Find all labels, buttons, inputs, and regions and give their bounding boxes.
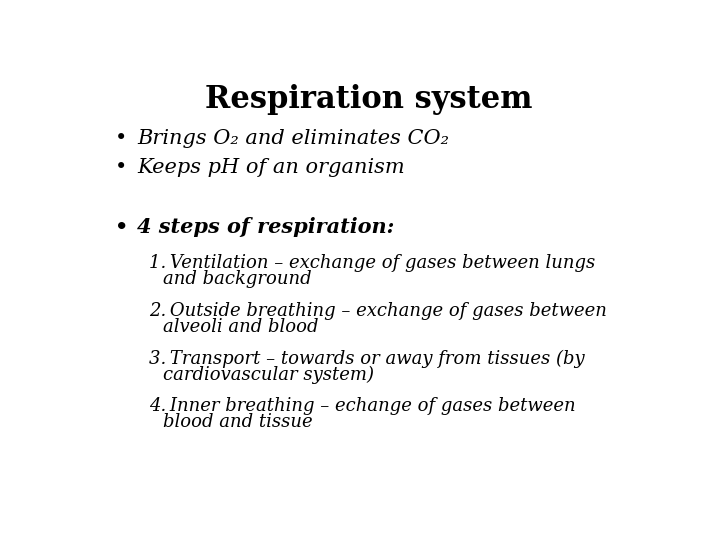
Text: cardiovascular system): cardiovascular system) [163, 366, 374, 384]
Text: alveoli and blood: alveoli and blood [163, 318, 318, 335]
Text: blood and tissue: blood and tissue [163, 413, 312, 431]
Text: 2. Outside breathing – exchange of gases between: 2. Outside breathing – exchange of gases… [148, 302, 606, 320]
Text: •: • [115, 217, 128, 237]
Text: 4 steps of respiration:: 4 steps of respiration: [138, 217, 395, 237]
Text: Respiration system: Respiration system [205, 84, 533, 114]
Text: and background: and background [163, 270, 311, 288]
Text: 1. Ventilation – exchange of gases between lungs: 1. Ventilation – exchange of gases betwe… [148, 254, 595, 272]
Text: Brings O₂ and eliminates CO₂: Brings O₂ and eliminates CO₂ [138, 129, 449, 149]
Text: Keeps pH of an organism: Keeps pH of an organism [138, 158, 405, 177]
Text: 4. Inner breathing – echange of gases between: 4. Inner breathing – echange of gases be… [148, 397, 575, 415]
Text: •: • [115, 129, 127, 149]
Text: 3. Transport – towards or away from tissues (by: 3. Transport – towards or away from tiss… [148, 349, 584, 368]
Text: •: • [115, 158, 127, 177]
